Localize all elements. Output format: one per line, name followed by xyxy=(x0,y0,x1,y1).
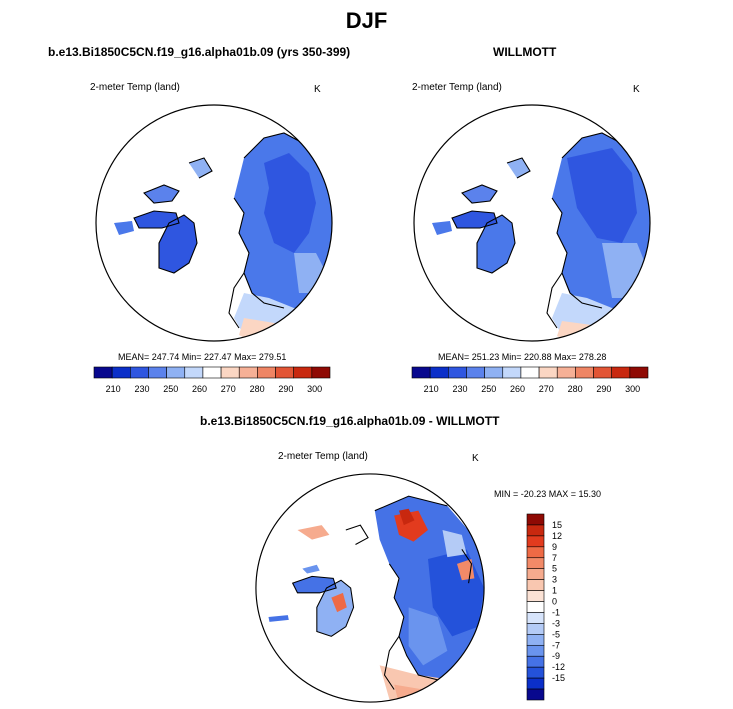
diff-colorbar-tick-label: 1 xyxy=(552,586,557,596)
diff-greenland-region xyxy=(316,580,354,637)
diff-colorbar-tick-label: -7 xyxy=(552,640,560,650)
model-colorbar-tick-label: 290 xyxy=(278,384,293,394)
obs-colorbar-swatch xyxy=(556,366,576,379)
diff-colorbar-swatch xyxy=(526,601,545,613)
model-variable-label: 2-meter Temp (land) xyxy=(90,82,180,93)
figure-title: DJF xyxy=(345,8,388,33)
diff-colorbar-tick-label: 9 xyxy=(552,542,557,552)
model-colorbar-swatch xyxy=(220,366,240,379)
model-colorbar-tick-label: 250 xyxy=(163,384,178,394)
obs-variable-label: 2-meter Temp (land) xyxy=(412,82,502,93)
diff-units-label: K xyxy=(472,453,479,464)
obs-colorbar-tick-label: 260 xyxy=(510,384,525,394)
diff-colorbar-swatch xyxy=(526,612,545,624)
diff-colorbar-swatch xyxy=(526,513,545,526)
diff-polar-map xyxy=(255,473,485,703)
obs-colorbar-swatch xyxy=(448,366,467,379)
model-colorbar-tick-label: 280 xyxy=(250,384,265,394)
model-colorbar-swatch xyxy=(130,366,149,379)
obs-colorbar-tick-label: 280 xyxy=(568,384,583,394)
model-units-label: K xyxy=(314,84,321,95)
model-colorbar-swatch xyxy=(93,366,113,379)
obs-colorbar-swatch xyxy=(593,366,612,379)
obs-colorbar-swatch xyxy=(611,366,631,379)
model-colorbar-tick-label: 270 xyxy=(221,384,236,394)
diff-colorbar-tick-label: 7 xyxy=(552,553,557,563)
obs-colorbar-swatch xyxy=(538,366,558,379)
diff-colorbar-swatch xyxy=(526,557,545,570)
obs-colorbar-tick-label: 300 xyxy=(625,384,640,394)
obs-colorbar-swatch xyxy=(484,366,504,379)
model-colorbar-swatch xyxy=(166,366,186,379)
model-colorbar-swatch xyxy=(111,366,131,379)
diff-colorbar-swatch xyxy=(526,655,545,668)
diff-colorbar-tick-label: 15 xyxy=(552,520,562,530)
obs-colorbar-swatch xyxy=(429,366,449,379)
obs-polar-map xyxy=(413,104,651,342)
diff-colorbar-tick-label: -12 xyxy=(552,662,565,672)
diff-colorbar-tick-label: -5 xyxy=(552,629,560,639)
diff-colorbar-swatch xyxy=(526,590,545,602)
obs-colorbar-swatch xyxy=(520,366,540,379)
diff-colorbar-swatch xyxy=(526,677,545,690)
model-colorbar-svg: 210 230 250 260 270 280 290 300 xyxy=(93,366,331,394)
obs-panel-title: WILLMOTT xyxy=(493,45,557,59)
diff-colorbar-swatch xyxy=(526,579,545,591)
diff-colorbar-tick-label: -3 xyxy=(552,618,560,628)
diff-colorbar-tick-label: 5 xyxy=(552,564,557,574)
diff-colorbar-tick-label: -1 xyxy=(552,607,560,617)
diff-colorbar-tick-label: 3 xyxy=(552,575,557,585)
diff-panel-title: b.e13.Bi1850C5CN.f19_g16.alpha01b.09 - W… xyxy=(200,414,500,428)
model-stats: MEAN= 247.74 Min= 227.47 Max= 279.51 xyxy=(118,352,287,362)
obs-colorbar-tick-label: 210 xyxy=(424,384,439,394)
diff-colorbar-tick-label: 12 xyxy=(552,531,562,541)
diff-stats: MIN = -20.23 MAX = 15.30 xyxy=(494,489,602,499)
model-colorbar-tick-label: 260 xyxy=(192,384,207,394)
obs-colorbar-tick-label: 250 xyxy=(481,384,496,394)
obs-colorbar-swatch xyxy=(575,366,594,379)
obs-colorbar-svg: 210 230 250 260 270 280 290 300 xyxy=(411,366,649,394)
obs-stats: MEAN= 251.23 Min= 220.88 Max= 278.28 xyxy=(438,352,607,362)
diff-colorbar-swatch xyxy=(526,524,545,537)
model-colorbar-tick-label: 210 xyxy=(106,384,121,394)
obs-colorbar-tick-label: 230 xyxy=(452,384,467,394)
diff-colorbar-swatch xyxy=(526,568,545,580)
obs-colorbar-swatch xyxy=(629,366,649,379)
model-colorbar-swatch xyxy=(148,366,167,379)
model-colorbar-tick-label: 230 xyxy=(134,384,149,394)
model-polar-map xyxy=(95,104,333,342)
model-colorbar-swatch xyxy=(311,366,331,379)
obs-colorbar-tick-label: 270 xyxy=(539,384,554,394)
obs-units-label: K xyxy=(633,84,640,95)
model-colorbar-swatch xyxy=(202,366,222,379)
diff-colorbar-swatch xyxy=(526,623,545,635)
diff-colorbar-swatch xyxy=(526,688,545,701)
model-colorbar-swatch xyxy=(184,366,204,379)
diff-colorbar-swatch xyxy=(526,535,545,548)
obs-greenland-region xyxy=(477,215,515,273)
model-colorbar-swatch xyxy=(238,366,258,379)
diff-colorbar-swatch xyxy=(526,634,545,646)
obs-colorbar-swatch xyxy=(502,366,522,379)
model-colorbar-swatch xyxy=(293,366,313,379)
model-panel-title: b.e13.Bi1850C5CN.f19_g16.alpha01b.09 (yr… xyxy=(48,45,351,59)
model-colorbar-swatch xyxy=(257,366,276,379)
obs-colorbar-swatch xyxy=(411,366,431,379)
obs-colorbar-tick-label: 290 xyxy=(596,384,611,394)
diff-colorbar-tick-label: 0 xyxy=(552,597,557,607)
model-greenland-region xyxy=(159,215,197,273)
diff-variable-label: 2-meter Temp (land) xyxy=(278,451,368,462)
model-colorbar-tick-label: 300 xyxy=(307,384,322,394)
diff-colorbar-swatch xyxy=(526,644,545,657)
model-colorbar-swatch xyxy=(275,366,294,379)
obs-colorbar-swatch xyxy=(466,366,485,379)
diff-colorbar-tick-label: -15 xyxy=(552,673,565,683)
diff-colorbar-tick-label: -9 xyxy=(552,651,560,661)
diff-colorbar-swatch xyxy=(526,666,545,679)
diff-colorbar-swatch xyxy=(526,546,545,559)
